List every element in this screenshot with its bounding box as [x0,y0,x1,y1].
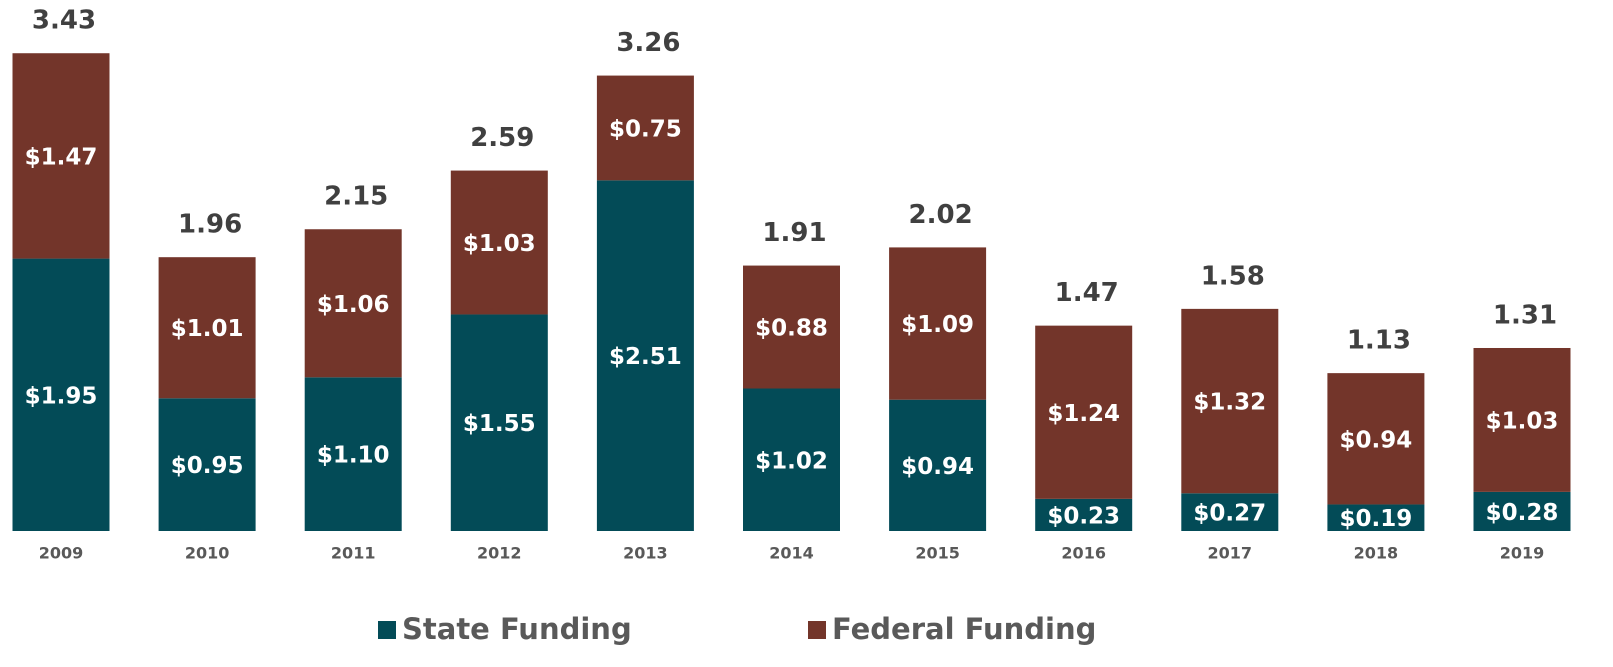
bar-segment [158,257,256,399]
data-label: $1.03 [1486,408,1559,434]
bar-segment [450,314,548,531]
x-tick-label: 2016 [1061,544,1106,563]
total-label: 2.15 [324,182,388,212]
data-label: $1.32 [1193,390,1266,416]
data-label: $1.03 [463,231,536,257]
data-label: $1.95 [25,383,98,409]
x-tick-label: 2018 [1354,544,1399,563]
bar-segment [12,258,110,531]
bar-segment [1327,504,1425,531]
bar-segment [889,247,987,400]
legend-swatch [378,621,396,639]
total-label: 1.58 [1201,261,1265,291]
bar-segment [304,377,402,531]
bar-segment [1181,308,1279,494]
data-label: $1.02 [755,448,828,474]
total-label: 2.59 [470,123,534,153]
data-label: $2.51 [609,344,682,370]
bar-segment [1473,347,1571,492]
data-label: $0.95 [171,453,244,479]
x-tick-label: 2015 [915,544,960,563]
data-label: $0.94 [901,454,974,480]
data-label: $1.06 [317,292,390,318]
bar-segment [1327,373,1425,505]
data-label: $0.75 [609,116,682,142]
x-tick-label: 2019 [1500,544,1545,563]
bar-segment [743,265,840,389]
bar-segment [596,75,694,181]
x-tick-label: 2012 [477,544,522,563]
bar-segment [596,180,694,531]
total-label: 1.91 [762,218,826,248]
data-label: $1.47 [25,144,98,170]
legend-label: State Funding [402,612,632,646]
bar-segment [743,388,840,531]
bar-segment [1035,498,1133,531]
total-label: 3.43 [32,6,96,36]
data-label: $1.24 [1047,401,1120,427]
data-label: $0.19 [1340,506,1413,532]
total-label: 1.96 [178,210,242,240]
data-label: $0.88 [755,316,828,342]
x-tick-label: 2010 [185,544,230,563]
bar-segment [158,398,256,531]
bar-segment [1035,325,1133,499]
total-label: 1.13 [1347,326,1411,356]
bar-segment [1181,493,1279,531]
data-label: $0.23 [1047,503,1120,529]
total-label: 2.02 [909,200,973,230]
x-tick-label: 2013 [623,544,668,563]
total-label: 1.31 [1493,300,1557,330]
legend-swatch [808,621,826,639]
data-label: $1.09 [901,312,974,338]
data-label: $0.27 [1193,501,1266,527]
legend-label: Federal Funding [832,612,1096,646]
data-label: $1.01 [171,316,244,342]
data-label: $1.10 [317,443,390,469]
bar-segment [889,399,987,531]
data-label: $0.28 [1486,500,1559,526]
bar-segment [12,53,110,259]
data-label: $1.55 [463,411,536,437]
bar-segment [1473,491,1571,531]
x-tick-label: 2011 [331,544,376,563]
data-label: $0.94 [1340,427,1413,453]
bar-segment [304,229,402,378]
x-tick-label: 2014 [769,544,814,563]
total-label: 1.47 [1055,278,1119,308]
bar-segment [450,170,548,315]
total-label: 3.26 [616,28,680,58]
x-tick-label: 2017 [1208,544,1253,563]
x-tick-label: 2009 [39,544,84,563]
